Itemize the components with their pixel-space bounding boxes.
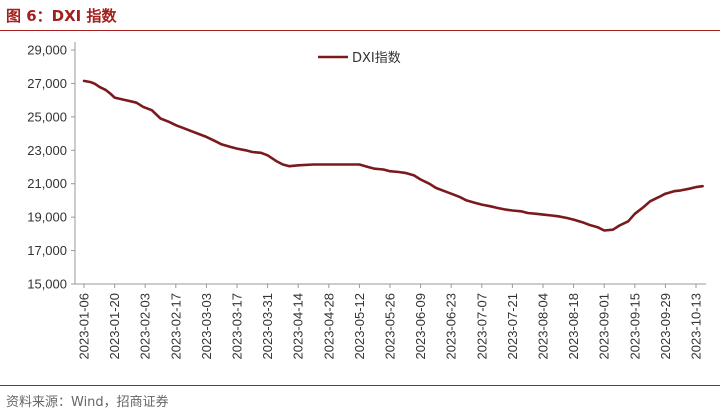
legend-label: DXI指数 [352,51,401,66]
x-tick-label: 2023-10-13 [689,293,704,360]
x-tick-label: 2023-02-17 [168,293,183,360]
x-tick-label: 2023-07-21 [505,293,520,360]
series-line-dxi [82,79,704,232]
y-tick-label: 17,000 [27,243,67,258]
source-note: 资料来源：Wind，招商证券 [6,395,169,410]
x-tick-label: 2023-09-15 [627,293,642,360]
x-tick-label: 2023-09-29 [658,293,673,360]
y-tick-label: 21,000 [27,176,67,191]
y-tick-label: 27,000 [27,76,67,91]
bottom-rule [0,385,720,386]
y-tick-label: 25,000 [27,109,67,124]
y-tick-label: 29,000 [27,43,67,58]
x-tick-label: 2023-01-06 [77,293,92,360]
x-tick-label: 2023-05-12 [352,293,367,360]
x-tick-label: 2023-06-23 [444,293,459,360]
x-tick-label: 2023-05-26 [383,293,398,360]
x-tick-label: 2023-08-18 [566,293,581,360]
figure-title: 图 6：DXI 指数 [6,7,117,25]
x-tick-label: 2023-07-07 [474,293,489,360]
x-tick-label: 2023-09-01 [597,293,612,360]
x-tick-label: 2023-04-28 [321,293,336,360]
x-tick-label: 2023-01-20 [107,293,122,360]
x-tick-label: 2023-06-09 [413,293,428,360]
x-tick-label: 2023-03-31 [260,293,275,360]
y-tick-label: 23,000 [27,143,67,158]
y-tick-label: 19,000 [27,210,67,225]
x-tick-label: 2023-08-04 [536,293,551,360]
y-tick-label: 15,000 [27,277,67,292]
x-tick-label: 2023-02-03 [138,293,153,360]
x-tick-label: 2023-03-03 [199,293,214,360]
title-rule [0,30,720,31]
x-tick-label: 2023-04-14 [291,293,306,360]
x-tick-label: 2023-03-17 [230,293,245,360]
